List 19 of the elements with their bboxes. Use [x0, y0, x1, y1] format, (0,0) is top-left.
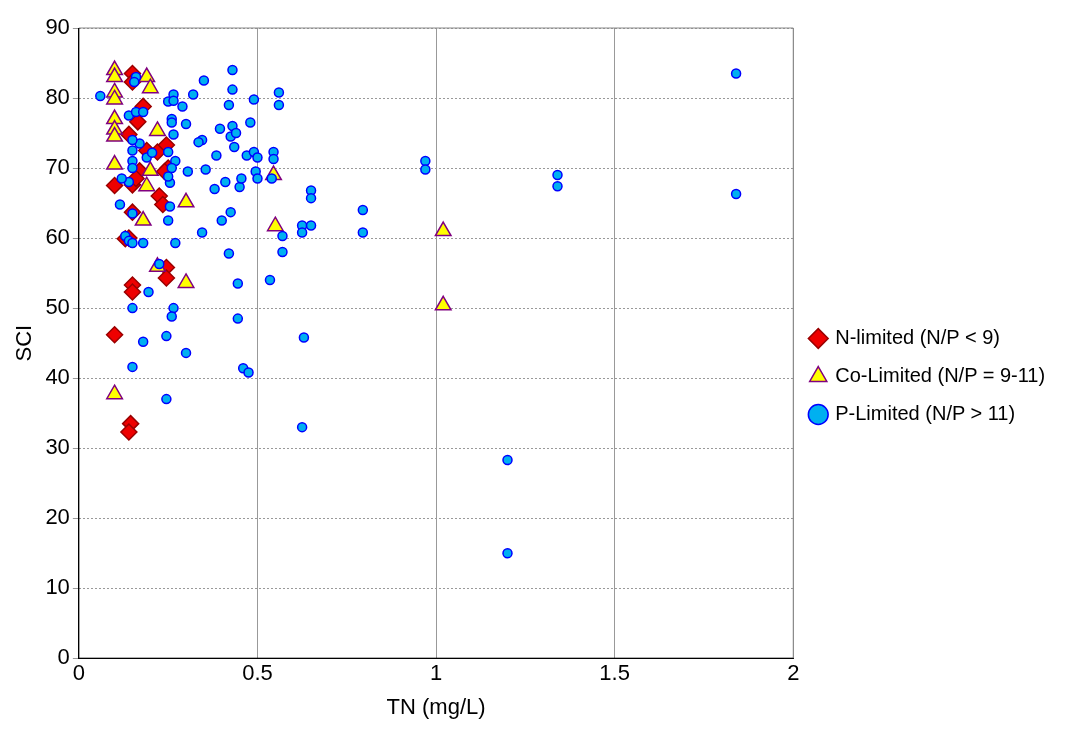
- y-tick-label: 70: [45, 154, 70, 180]
- y-tick-label: 80: [45, 84, 70, 110]
- y-axis-title: SCI: [11, 324, 37, 362]
- legend-label: N-limited (N/P < 9): [835, 326, 1000, 349]
- x-tick-label: 1: [429, 660, 443, 686]
- y-tick-label: 40: [45, 364, 70, 390]
- y-tick-label: 30: [45, 434, 70, 460]
- x-tick-label: 2: [787, 660, 800, 686]
- legend-label: Co-Limited (N/P = 9-11): [835, 364, 1046, 387]
- legend-label: P-Limited (N/P > 11): [835, 402, 1016, 425]
- x-tick-label: 0.5: [242, 660, 273, 686]
- y-tick-label: 90: [45, 14, 70, 40]
- y-tick-label: 60: [45, 224, 70, 250]
- x-tick-label: 1.5: [599, 660, 630, 686]
- y-tick-label: 50: [45, 294, 70, 320]
- y-tick-label: 0: [57, 644, 70, 670]
- y-tick-label: 20: [45, 504, 70, 530]
- y-tick-label: 10: [45, 574, 70, 600]
- x-axis-title: TN (mg/L): [386, 693, 486, 719]
